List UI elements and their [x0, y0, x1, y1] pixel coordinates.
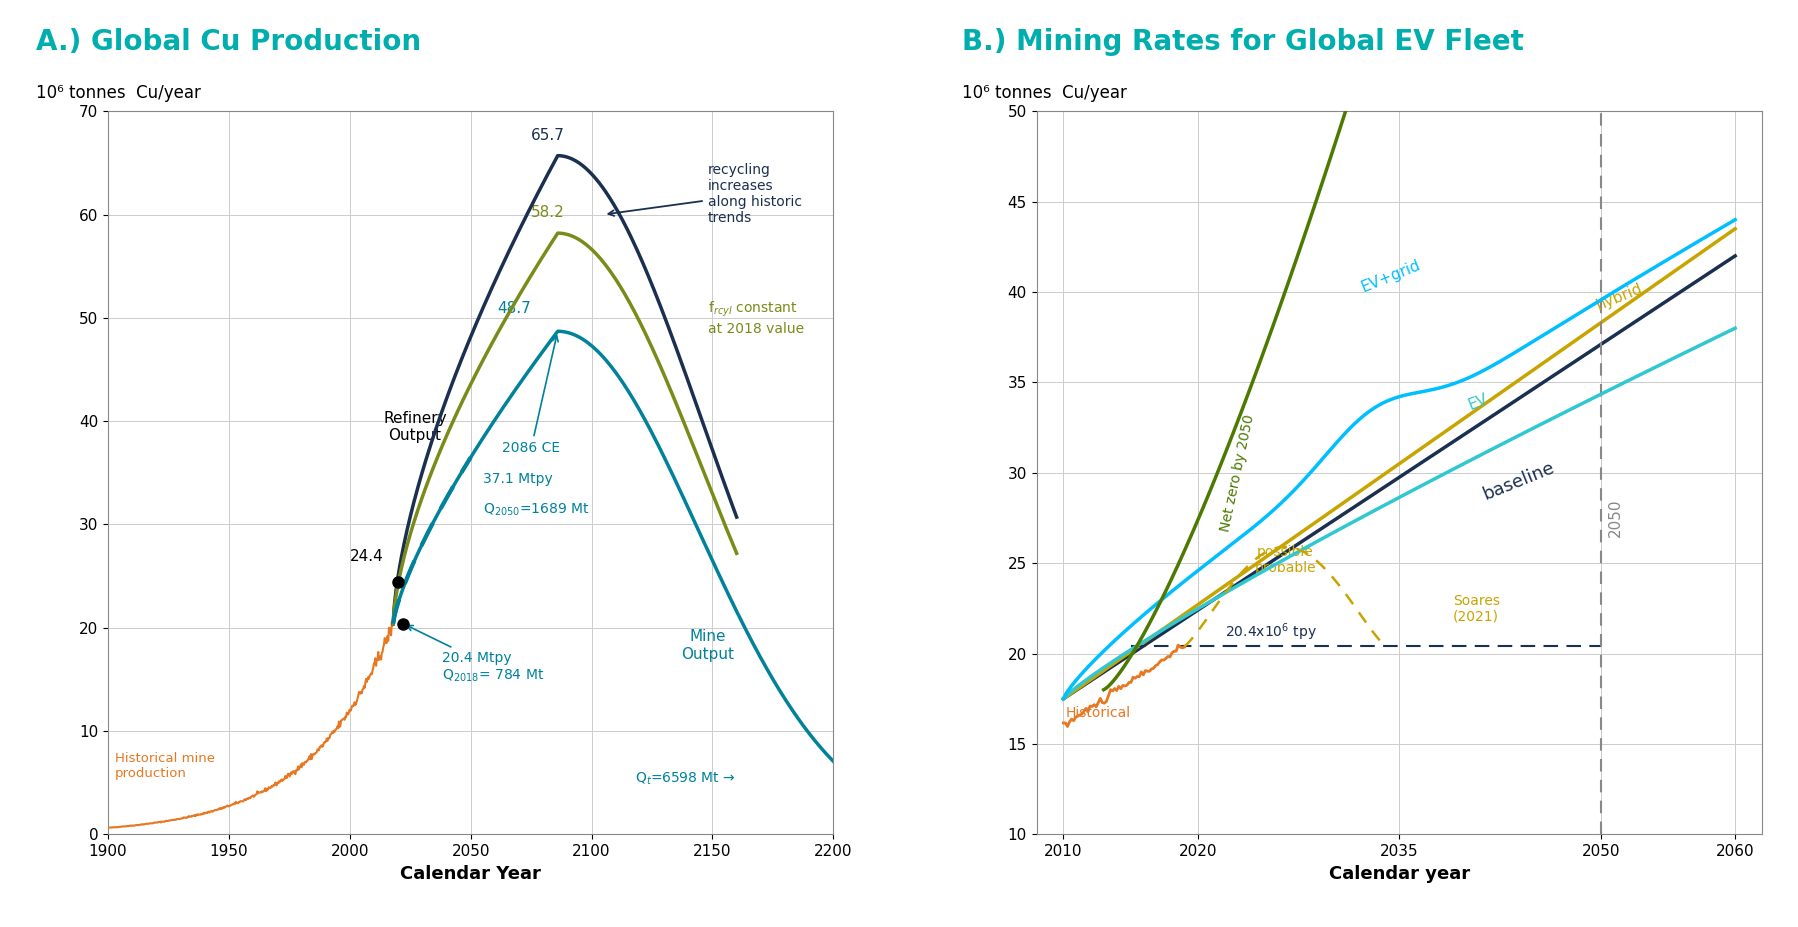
Text: 65.7: 65.7: [530, 128, 565, 143]
Text: Historical mine
production: Historical mine production: [115, 753, 216, 781]
Text: possible
probable: possible probable: [1255, 545, 1316, 575]
Text: hybrid: hybrid: [1595, 281, 1645, 313]
Text: EV: EV: [1467, 391, 1491, 413]
Text: baseline: baseline: [1480, 459, 1557, 504]
Text: 20.4x10$^6$ tpy: 20.4x10$^6$ tpy: [1224, 622, 1316, 643]
Text: A.) Global Cu Production: A.) Global Cu Production: [36, 28, 421, 56]
Text: 58.2: 58.2: [530, 205, 565, 220]
Text: 24.4: 24.4: [351, 549, 383, 564]
Text: Q$_t$=6598 Mt →: Q$_t$=6598 Mt →: [635, 770, 735, 787]
Text: Historical: Historical: [1066, 705, 1131, 719]
Text: Soares
(2021): Soares (2021): [1453, 594, 1500, 624]
Text: 37.1 Mtpy: 37.1 Mtpy: [482, 472, 552, 486]
Text: 20.4 Mtpy
Q$_{2018}$= 784 Mt: 20.4 Mtpy Q$_{2018}$= 784 Mt: [406, 626, 543, 684]
Text: B.) Mining Rates for Global EV Fleet: B.) Mining Rates for Global EV Fleet: [962, 28, 1525, 56]
Text: recycling
increases
along historic
trends: recycling increases along historic trend…: [608, 162, 802, 225]
Text: 2086 CE: 2086 CE: [502, 336, 561, 455]
Text: f$_{rcyl}$ constant
at 2018 value: f$_{rcyl}$ constant at 2018 value: [708, 300, 804, 336]
Text: Q$_{2050}$=1689 Mt: Q$_{2050}$=1689 Mt: [482, 502, 590, 518]
X-axis label: Calendar year: Calendar year: [1329, 865, 1469, 883]
X-axis label: Calendar Year: Calendar Year: [401, 865, 541, 883]
Text: Net zero by 2050: Net zero by 2050: [1217, 413, 1257, 533]
Text: EV+grid: EV+grid: [1359, 258, 1422, 295]
Text: 48.7: 48.7: [498, 300, 530, 316]
Text: 2050: 2050: [1607, 499, 1622, 538]
Text: 10⁶ tonnes  Cu/year: 10⁶ tonnes Cu/year: [962, 84, 1127, 102]
Text: Refinery
Output: Refinery Output: [383, 411, 448, 443]
Text: 10⁶ tonnes  Cu/year: 10⁶ tonnes Cu/year: [36, 84, 201, 102]
Text: Mine
Output: Mine Output: [681, 629, 734, 662]
